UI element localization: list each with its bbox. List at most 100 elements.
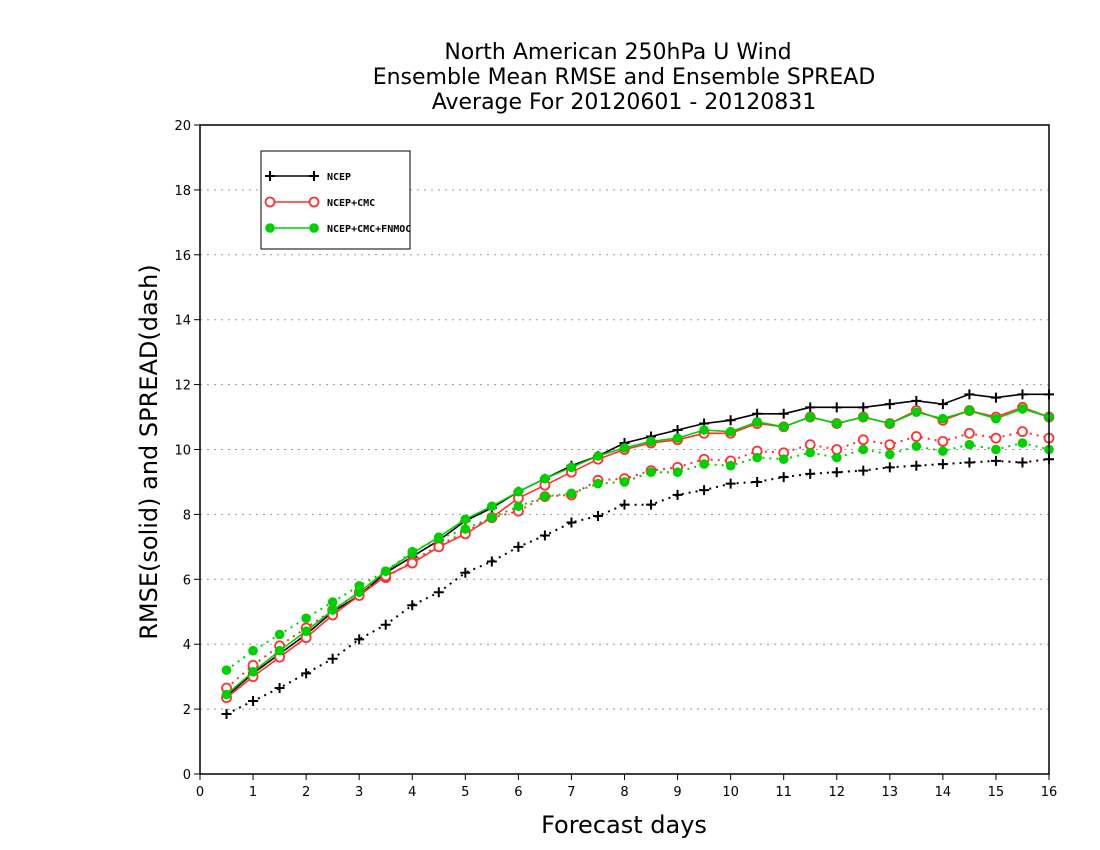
rmse-line (225, 408, 1050, 696)
spread-point (964, 439, 975, 450)
axis-ticks (194, 124, 1050, 780)
y-tick-label: 4 (183, 638, 191, 653)
rmse-point (407, 548, 418, 559)
spread-point (990, 455, 1001, 466)
x-tick-label: 3 (355, 785, 363, 800)
rmse-point (725, 426, 736, 437)
spread-point (566, 488, 577, 499)
legend-item: NCEP+CMC+FNMOC (265, 223, 411, 235)
rmse-point (646, 436, 656, 447)
legend-marker (309, 171, 319, 181)
y-tick-label: 2 (183, 703, 191, 718)
series-layer (221, 389, 1055, 719)
title-line-1: North American 250hPa U Wind (444, 40, 791, 65)
spread-point (593, 478, 603, 489)
x-tick-label: 1 (249, 785, 257, 800)
spread-point (1017, 438, 1028, 448)
spread-point (619, 477, 630, 487)
rmse-line (226, 406, 1050, 699)
x-tick-label: 8 (620, 785, 628, 800)
spread-point (619, 499, 630, 510)
rmse-point (619, 443, 630, 453)
x-tick-label: 2 (302, 785, 310, 800)
rmse-point (991, 413, 1001, 424)
rmse-point (513, 486, 524, 497)
spread-point (937, 459, 948, 470)
spread-point (301, 613, 311, 624)
spread-point (991, 444, 1001, 455)
spread-point (460, 524, 471, 534)
rmse-point (1017, 404, 1028, 414)
y-tick-label: 14 (174, 314, 191, 329)
spread-line (225, 441, 1050, 672)
spread-point (248, 695, 259, 706)
spread-point (752, 476, 763, 487)
rmse-point (884, 399, 895, 410)
rmse-point (433, 541, 445, 553)
x-tick-label: 13 (882, 785, 899, 800)
spread-point (221, 665, 232, 675)
y-axis-label: RMSE(solid) and SPREAD(dash) (135, 264, 163, 640)
rmse-series-2 (221, 404, 1054, 700)
spread-point (831, 444, 843, 455)
rmse-point (301, 626, 311, 637)
spread-point (513, 501, 524, 512)
rmse-point (885, 418, 895, 429)
x-tick-label: 11 (775, 785, 792, 800)
y-tick-label: 18 (174, 184, 191, 199)
rmse-point (990, 392, 1001, 403)
spread-point (301, 668, 312, 679)
spread-point (1017, 457, 1028, 468)
rmse-series-1 (221, 401, 1055, 704)
spread-point (672, 467, 683, 478)
x-tick-label: 14 (935, 785, 952, 800)
spread-point (487, 512, 497, 523)
spread-point (910, 431, 922, 442)
x-tick-label: 12 (828, 785, 845, 800)
spread-point (1017, 426, 1028, 438)
rmse-line (225, 393, 1049, 697)
spread-point (540, 491, 550, 502)
legend-label: NCEP+CMC+FNMOC (327, 224, 411, 235)
rmse-point (858, 402, 869, 413)
legend-item: NCEP+CMC (264, 196, 375, 209)
spread-point (778, 472, 789, 483)
spread-point (592, 511, 603, 522)
x-tick-label: 16 (1041, 785, 1058, 800)
spread-point (725, 460, 736, 471)
rmse-point (778, 421, 789, 432)
rmse-point (433, 532, 444, 542)
x-tick-label: 10 (722, 785, 739, 800)
rmse-point (831, 402, 842, 413)
rmse-point (540, 473, 550, 484)
spread-point (486, 556, 497, 567)
x-tick-label: 5 (461, 785, 469, 800)
rmse-point (911, 395, 922, 406)
spread-point (858, 465, 869, 476)
spread-point (858, 444, 869, 455)
legend-marker (309, 223, 319, 233)
y-tick-label: 16 (174, 249, 191, 264)
spread-point (646, 499, 657, 510)
rmse-point (911, 407, 922, 417)
rmse-point (858, 412, 869, 422)
spread-line (226, 458, 1050, 715)
y-tick-label: 0 (183, 768, 191, 783)
rmse-point (805, 412, 816, 422)
rmse-point (937, 399, 948, 410)
spread-point (884, 462, 895, 473)
spread-point (672, 489, 683, 500)
spread-point (725, 478, 736, 489)
rmse-point (778, 408, 789, 419)
spread-point (354, 634, 365, 645)
spread-point (274, 629, 285, 640)
spread-point (804, 439, 816, 451)
spread-point (857, 434, 869, 446)
spread-point (752, 452, 762, 463)
x-tick-label: 0 (196, 785, 204, 800)
rmse-point (380, 566, 391, 576)
x-axis-label: Forecast days (541, 811, 707, 839)
rmse-point (938, 413, 948, 424)
